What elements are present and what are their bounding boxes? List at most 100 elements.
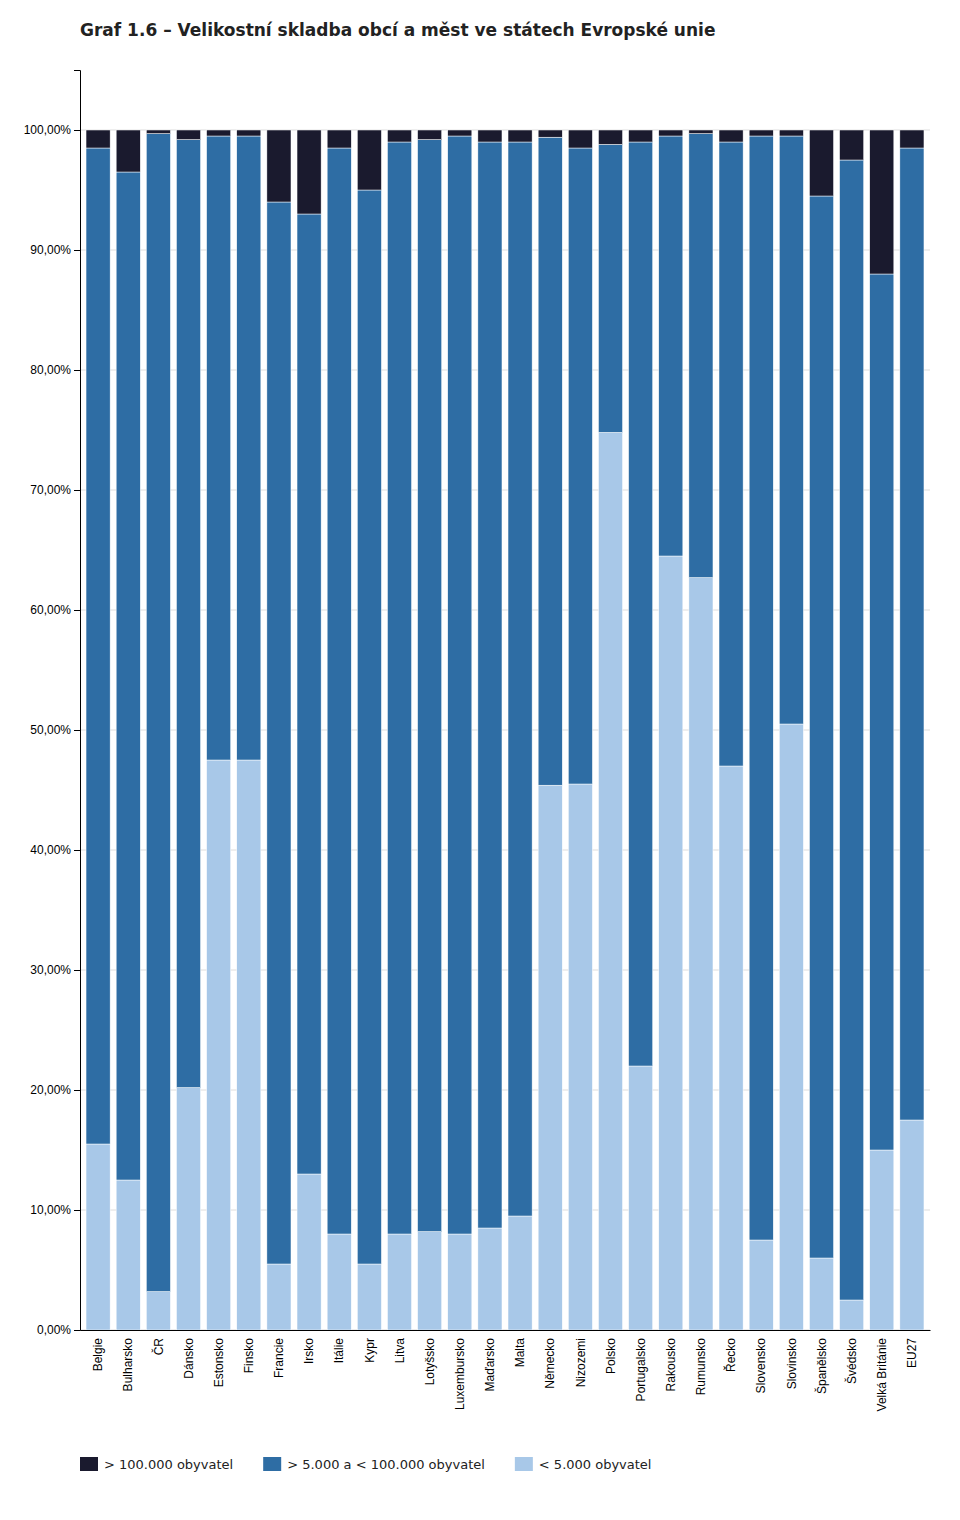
bar-segment	[146, 1292, 170, 1330]
x-tick-label: EU27	[905, 1338, 919, 1368]
bar-segment	[357, 130, 381, 190]
bar-segment	[689, 134, 713, 578]
bar-segment	[840, 1300, 864, 1330]
x-tick: Švédsko	[844, 1338, 859, 1384]
bar-segment	[749, 136, 773, 1240]
x-tick-label: Slovinsko	[785, 1338, 799, 1390]
x-tick: Irsko	[302, 1338, 316, 1364]
bar-segment	[86, 1144, 110, 1330]
legend-label: > 100.000 obyvatel	[104, 1457, 233, 1472]
y-tick-label: 70,00%	[30, 483, 71, 497]
bar-segment	[870, 274, 894, 1150]
legend-swatch	[263, 1457, 281, 1471]
bar-segment	[689, 578, 713, 1330]
bar-segment	[327, 130, 351, 148]
bar-segment	[719, 130, 743, 142]
x-tick: Litva	[393, 1338, 407, 1364]
x-tick: Německo	[543, 1338, 557, 1389]
bar-segment	[478, 1228, 502, 1330]
bar-segment	[297, 1174, 321, 1330]
bar-segment	[387, 142, 411, 1234]
legend-swatch	[515, 1457, 533, 1471]
y-tick: 80,00%	[30, 363, 80, 377]
y-tick-label: 10,00%	[30, 1203, 71, 1217]
x-tick: Kypr	[363, 1338, 377, 1363]
bar-segment	[207, 130, 231, 136]
bar-segment	[176, 1088, 200, 1330]
x-tick-label: Španělsko	[814, 1338, 829, 1394]
x-tick: Slovinsko	[785, 1338, 799, 1390]
x-tick: Finsko	[242, 1338, 256, 1374]
y-tick: 40,00%	[30, 843, 80, 857]
y-tick: 20,00%	[30, 1083, 80, 1097]
bar-segment	[568, 130, 592, 148]
bar-segment	[629, 142, 653, 1066]
y-tick-label: 0,00%	[37, 1323, 71, 1337]
bar-segment	[237, 136, 261, 760]
y-tick-label: 20,00%	[30, 1083, 71, 1097]
bar-segment	[418, 140, 442, 1232]
bar-segment	[779, 130, 803, 136]
bar-segment	[448, 1234, 472, 1330]
y-tick-mark	[74, 1330, 80, 1331]
x-axis: BelgieBulharskoČRDánskoEstonskoFinskoFra…	[81, 1331, 931, 1412]
x-tick: Portugalsko	[634, 1338, 648, 1402]
x-tick-label: Rumunsko	[694, 1338, 708, 1396]
bar-segment	[146, 134, 170, 1292]
x-tick-label: Belgie	[91, 1338, 105, 1372]
bar-segment	[418, 130, 442, 140]
chart-title: Graf 1.6 – Velikostní skladba obcí a měs…	[80, 20, 715, 40]
x-tick-label: Itálie	[332, 1338, 346, 1364]
x-tick: Řecko	[723, 1338, 738, 1372]
bar-segment	[870, 1150, 894, 1330]
bar-segment	[629, 130, 653, 142]
bar-segment	[719, 142, 743, 766]
bar-segment	[779, 724, 803, 1330]
x-tick: EU27	[905, 1338, 919, 1368]
y-tick-label: 50,00%	[30, 723, 71, 737]
x-tick-label: Lotyšsko	[423, 1338, 437, 1386]
y-tick: 60,00%	[30, 603, 80, 617]
plot-area: 0,00% 10,00% 20,00% 30,00% 40,00% 50,00% 60,00…	[24, 71, 931, 1412]
y-tick-label: 100,00%	[24, 123, 72, 137]
x-tick-label: Irsko	[302, 1338, 316, 1364]
x-tick-label: ČR	[151, 1338, 166, 1356]
y-tick-mark	[74, 250, 80, 251]
bar-segment	[538, 137, 562, 785]
legend-item: > 5.000 a < 100.000 obyvatel	[263, 1457, 485, 1472]
bar-series	[86, 130, 924, 274]
bar-segment	[327, 1234, 351, 1330]
bar-segment	[749, 1240, 773, 1330]
bar-segment	[207, 760, 231, 1330]
bar-segment	[809, 196, 833, 1258]
bar-segment	[508, 142, 532, 1216]
x-tick: Rumunsko	[694, 1338, 708, 1396]
y-tick-label: 30,00%	[30, 963, 71, 977]
bar-segment	[568, 148, 592, 784]
bar-segment	[387, 1234, 411, 1330]
x-tick: Slovensko	[754, 1338, 768, 1394]
x-tick: Maďarsko	[483, 1338, 497, 1392]
bar-segment	[478, 142, 502, 1228]
bar-segment	[598, 144, 622, 432]
bar-segment	[538, 785, 562, 1330]
bar-segment	[568, 784, 592, 1330]
x-tick: Velká Británie	[875, 1338, 889, 1412]
bar-segment	[508, 130, 532, 142]
bar-series	[86, 134, 924, 1300]
legend-item: > 100.000 obyvatel	[80, 1457, 233, 1472]
x-tick: Malta	[513, 1338, 527, 1368]
x-tick-label: Německo	[543, 1338, 557, 1389]
bar-segment	[659, 556, 683, 1330]
bar-segment	[86, 148, 110, 1144]
bar-segment	[267, 130, 291, 202]
x-tick-label: Řecko	[723, 1338, 738, 1372]
x-tick: Bulharsko	[121, 1338, 135, 1392]
y-tick: 0,00%	[37, 1323, 80, 1337]
x-tick: Rakousko	[664, 1338, 678, 1392]
bar-segment	[267, 1264, 291, 1330]
bar-segment	[327, 148, 351, 1234]
x-tick-label: Bulharsko	[121, 1338, 135, 1392]
bar-segment	[689, 130, 713, 134]
legend: > 100.000 obyvatel > 5.000 a < 100.000 ob…	[80, 1457, 651, 1472]
